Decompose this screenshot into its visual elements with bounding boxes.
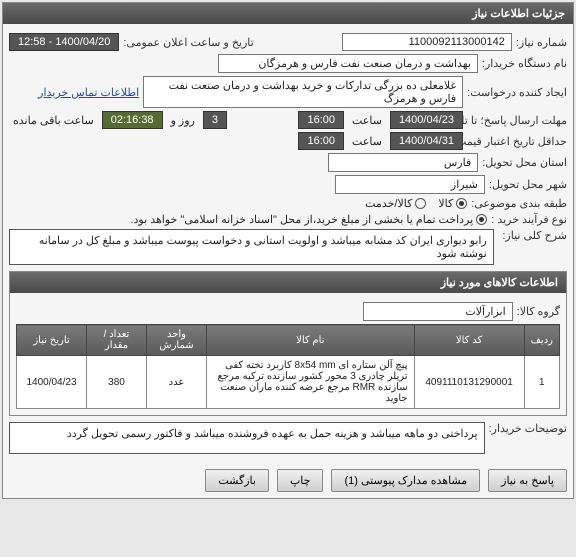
radio-process[interactable] <box>476 214 487 225</box>
row-deadline: مهلت ارسال پاسخ؛ تا تاریخ: 1400/04/23 سا… <box>9 111 567 129</box>
state-label: استان محل تحویل: <box>482 156 567 169</box>
goods-group-label: گروه کالا: <box>517 305 560 318</box>
cell-code: 4091110131290001 <box>414 356 524 409</box>
goods-table: ردیف کد کالا نام کالا واحد شمارش تعداد /… <box>16 324 560 409</box>
remain-label: ساعت باقی مانده <box>13 114 94 127</box>
cell-name: پیچ آلن ستاره ای 8x54 mm کاربرد تخته کفی… <box>207 356 415 409</box>
radio-goods-label: کالا <box>438 197 453 210</box>
cell-qty: 380 <box>87 356 147 409</box>
radio-item-service[interactable]: کالا/خدمت <box>365 197 426 210</box>
row-state: استان محل تحویل: فارس <box>9 153 567 172</box>
row-shared-desc: شرح کلی نیاز: رابو دیواری ایران کد مشابه… <box>9 229 567 265</box>
announce-label: تاریخ و ساعت اعلان عمومی: <box>123 36 253 49</box>
radio-service-label: کالا/خدمت <box>365 197 412 210</box>
city-field: شیراز <box>335 175 485 194</box>
days-label: روز و <box>171 114 195 127</box>
col-unit: واحد شمارش <box>147 325 207 356</box>
table-header-row: ردیف کد کالا نام کالا واحد شمارش تعداد /… <box>17 325 560 356</box>
buyer-note-label: توضیحات خریدار: <box>489 422 567 435</box>
city-label: شهر محل تحویل: <box>489 178 567 191</box>
row-buyer-note: توضیحات خریدار: پرداختی دو ماهه میباشد و… <box>9 422 567 454</box>
col-row: ردیف <box>524 325 559 356</box>
state-field: فارس <box>328 153 478 172</box>
niaz-no-field: 1100092113000142 <box>342 33 512 51</box>
deadline-date: 1400/04/23 <box>390 111 463 129</box>
time-label-1: ساعت <box>352 114 382 127</box>
col-qty: تعداد / مقدار <box>87 325 147 356</box>
row-creator: ایجاد کننده درخواست: غلامعلی ده بزرگی تد… <box>9 76 567 108</box>
col-name: نام کالا <box>207 325 415 356</box>
row-buyer: نام دستگاه خریدار: بهداشت و درمان صنعت ن… <box>9 54 567 73</box>
days-remain: 3 <box>203 111 227 129</box>
main-panel: جزئیات اطلاعات نیاز شماره نیاز: 11000921… <box>2 2 574 499</box>
cell-date: 1400/04/23 <box>17 356 87 409</box>
creator-label: ایجاد کننده درخواست: <box>467 86 567 99</box>
validity-time: 16:00 <box>298 132 344 150</box>
radio-item-process[interactable]: پرداخت تمام یا بخشی از مبلغ خرید،از محل … <box>130 213 487 226</box>
cell-row: 1 <box>524 356 559 409</box>
row-category: طبقه بندی موضوعی: کالا کالا/خدمت <box>9 197 567 210</box>
footer: پاسخ به نیاز مشاهده مدارک پیوستی (1) چاپ… <box>3 463 573 498</box>
print-button[interactable]: چاپ <box>277 469 324 492</box>
buyer-field: بهداشت و درمان صنعت نفت فارس و هرمزگان <box>218 54 478 73</box>
deadline-time: 16:00 <box>298 111 344 129</box>
process-label: نوع فرآیند خرید : <box>491 213 567 226</box>
contact-link[interactable]: اطلاعات تماس خریدار <box>38 86 139 99</box>
buyer-label: نام دستگاه خریدار: <box>482 57 567 70</box>
countdown: 02:16:38 <box>102 111 163 129</box>
reply-button[interactable]: پاسخ به نیاز <box>488 469 567 492</box>
goods-panel-title: اطلاعات کالاهای مورد نیاز <box>10 272 566 293</box>
row-process: نوع فرآیند خرید : پرداخت تمام یا بخشی از… <box>9 213 567 226</box>
goods-group-field: ابزارآلات <box>363 302 513 321</box>
time-label-2: ساعت <box>352 135 382 148</box>
row-goods-group: گروه کالا: ابزارآلات <box>16 302 560 321</box>
col-date: تاریخ نیاز <box>17 325 87 356</box>
process-text: پرداخت تمام یا بخشی از مبلغ خرید،از محل … <box>130 213 473 226</box>
creator-field: غلامعلی ده بزرگی تدارکات و خرید بهداشت و… <box>143 76 463 108</box>
goods-panel-body: گروه کالا: ابزارآلات ردیف کد کالا نام کا… <box>10 293 566 415</box>
goods-panel: اطلاعات کالاهای مورد نیاز گروه کالا: ابز… <box>9 271 567 416</box>
category-label: طبقه بندی موضوعی: <box>471 197 567 210</box>
buyer-note-field: پرداختی دو ماهه میباشد و هزینه حمل به عه… <box>9 422 485 454</box>
radio-goods[interactable] <box>456 198 467 209</box>
process-radio-group: پرداخت تمام یا بخشی از مبلغ خرید،از محل … <box>130 213 487 226</box>
validity-date: 1400/04/31 <box>390 132 463 150</box>
col-code: کد کالا <box>414 325 524 356</box>
panel-body: شماره نیاز: 1100092113000142 تاریخ و ساع… <box>3 24 573 463</box>
attachments-button[interactable]: مشاهده مدارک پیوستی (1) <box>331 469 480 492</box>
cell-unit: عدد <box>147 356 207 409</box>
radio-service[interactable] <box>415 198 426 209</box>
radio-item-goods[interactable]: کالا <box>438 197 467 210</box>
validity-label: حداقل تاریخ اعتبار قیمت، تا تاریخ: <box>467 135 567 148</box>
category-radio-group: کالا کالا/خدمت <box>365 197 467 210</box>
announce-value: 1400/04/20 - 12:58 <box>9 33 119 51</box>
row-city: شهر محل تحویل: شیراز <box>9 175 567 194</box>
deadline-label: مهلت ارسال پاسخ؛ تا تاریخ: <box>467 114 567 127</box>
shared-desc-field: رابو دیواری ایران کد مشابه میباشد و اولو… <box>9 229 494 265</box>
table-row: 1 4091110131290001 پیچ آلن ستاره ای 8x54… <box>17 356 560 409</box>
row-niaz-no: شماره نیاز: 1100092113000142 تاریخ و ساع… <box>9 33 567 51</box>
row-validity: حداقل تاریخ اعتبار قیمت، تا تاریخ: 1400/… <box>9 132 567 150</box>
panel-title: جزئیات اطلاعات نیاز <box>3 3 573 24</box>
shared-desc-label: شرح کلی نیاز: <box>498 229 567 242</box>
back-button[interactable]: بازگشت <box>205 469 269 492</box>
niaz-no-label: شماره نیاز: <box>516 36 567 49</box>
